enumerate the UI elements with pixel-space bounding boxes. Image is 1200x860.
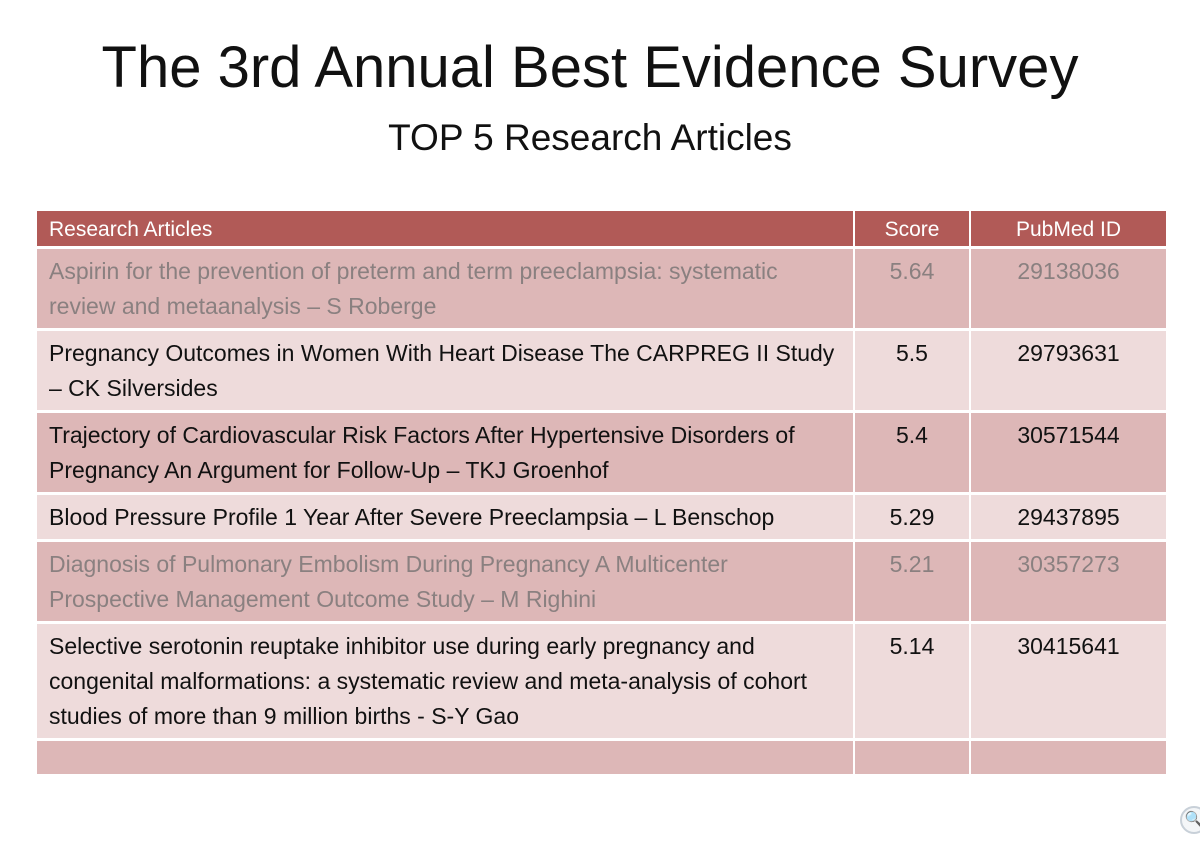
header-score: Score — [854, 211, 971, 249]
score-cell: 5.5 — [854, 329, 971, 413]
article-cell: Aspirin for the prevention of preterm an… — [37, 247, 855, 331]
score-cell: 5.29 — [854, 493, 971, 542]
article-cell: Diagnosis of Pulmonary Embolism During P… — [37, 540, 855, 624]
page-title: The 3rd Annual Best Evidence Survey — [101, 35, 1079, 100]
header-pubmed-id: PubMed ID — [970, 211, 1166, 249]
article-cell: Pregnancy Outcomes in Women With Heart D… — [37, 329, 855, 413]
article-cell: Blood Pressure Profile 1 Year After Seve… — [37, 493, 855, 542]
table-row: Pregnancy Outcomes in Women With Heart D… — [37, 329, 1166, 413]
page-subtitle: TOP 5 Research Articles — [388, 117, 792, 158]
pubmed-id-cell: 29138036 — [970, 247, 1166, 331]
score-cell: 5.21 — [854, 540, 971, 624]
articles-table: Research Articles Score PubMed ID Aspiri… — [37, 211, 1166, 777]
search-icon[interactable]: 🔍 — [1180, 806, 1200, 834]
pubmed-id-cell: 29793631 — [970, 329, 1166, 413]
pubmed-id-cell: 30357273 — [970, 540, 1166, 624]
article-cell: Trajectory of Cardiovascular Risk Factor… — [37, 411, 855, 495]
empty-table-row — [37, 739, 1166, 777]
table-header-row: Research Articles Score PubMed ID — [37, 211, 1166, 249]
score-cell: 5.14 — [854, 622, 971, 741]
table-row: Blood Pressure Profile 1 Year After Seve… — [37, 493, 1166, 542]
score-cell: 5.4 — [854, 411, 971, 495]
table-row: Diagnosis of Pulmonary Embolism During P… — [37, 540, 1166, 624]
pubmed-id-cell: 30571544 — [970, 411, 1166, 495]
table-row: Trajectory of Cardiovascular Risk Factor… — [37, 411, 1166, 495]
article-cell: Selective serotonin reuptake inhibitor u… — [37, 622, 855, 741]
header-research-articles: Research Articles — [37, 211, 855, 249]
score-cell: 5.64 — [854, 247, 971, 331]
empty-cell — [37, 739, 855, 777]
empty-cell — [970, 739, 1166, 777]
pubmed-id-cell: 29437895 — [970, 493, 1166, 542]
table-row: Aspirin for the prevention of preterm an… — [37, 247, 1166, 331]
pubmed-id-cell: 30415641 — [970, 622, 1166, 741]
empty-cell — [854, 739, 971, 777]
table-row: Selective serotonin reuptake inhibitor u… — [37, 622, 1166, 741]
